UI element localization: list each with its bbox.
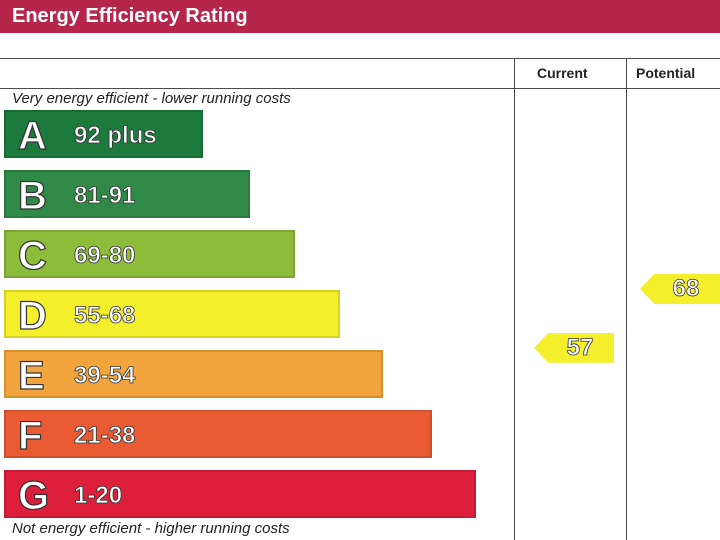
rating-band-range: 21-38 [74, 422, 136, 450]
current-column-divider [514, 58, 515, 540]
potential-rating-arrow: 68 [640, 274, 720, 304]
header-divider [0, 88, 720, 89]
potential-column-divider [626, 58, 627, 540]
page-title: Energy Efficiency Rating [0, 0, 720, 33]
rating-band-f: F 21-38 [4, 410, 432, 459]
rating-band-letter: F [17, 413, 43, 458]
rating-band-e: E 39-54 [4, 350, 383, 399]
rating-band-letter: D [17, 293, 47, 338]
rating-band-range: 55-68 [74, 302, 136, 330]
rating-band-letter: A [17, 113, 47, 158]
rating-band-letter: E [17, 353, 45, 398]
rating-band-b: B 81-91 [4, 170, 250, 219]
rating-band-g: G 1-20 [4, 470, 476, 519]
rating-band-c: C 69-80 [4, 230, 295, 279]
rating-band-letter: G [17, 473, 50, 518]
rating-band-a: A 92 plus [4, 110, 203, 159]
rating-band-letter: C [17, 233, 47, 278]
top-caption: Very energy efficient - lower running co… [12, 90, 291, 107]
current-rating-value: 57 [566, 333, 594, 361]
potential-rating-value: 68 [672, 275, 700, 303]
current-rating-arrow: 57 [534, 332, 614, 363]
current-column-header: Current [537, 65, 588, 81]
rating-band-range: 92 plus [74, 122, 158, 150]
rating-band-range: 69-80 [74, 242, 136, 270]
rating-band-range: 81-91 [74, 182, 136, 210]
rating-chart-frame [0, 58, 720, 540]
rating-band-range: 39-54 [74, 362, 136, 390]
bottom-caption: Not energy efficient - higher running co… [12, 520, 290, 537]
rating-band-letter: B [17, 173, 47, 218]
potential-column-header: Potential [636, 65, 696, 81]
rating-band-d: D 55-68 [4, 290, 340, 339]
rating-band-range: 1-20 [74, 482, 123, 510]
